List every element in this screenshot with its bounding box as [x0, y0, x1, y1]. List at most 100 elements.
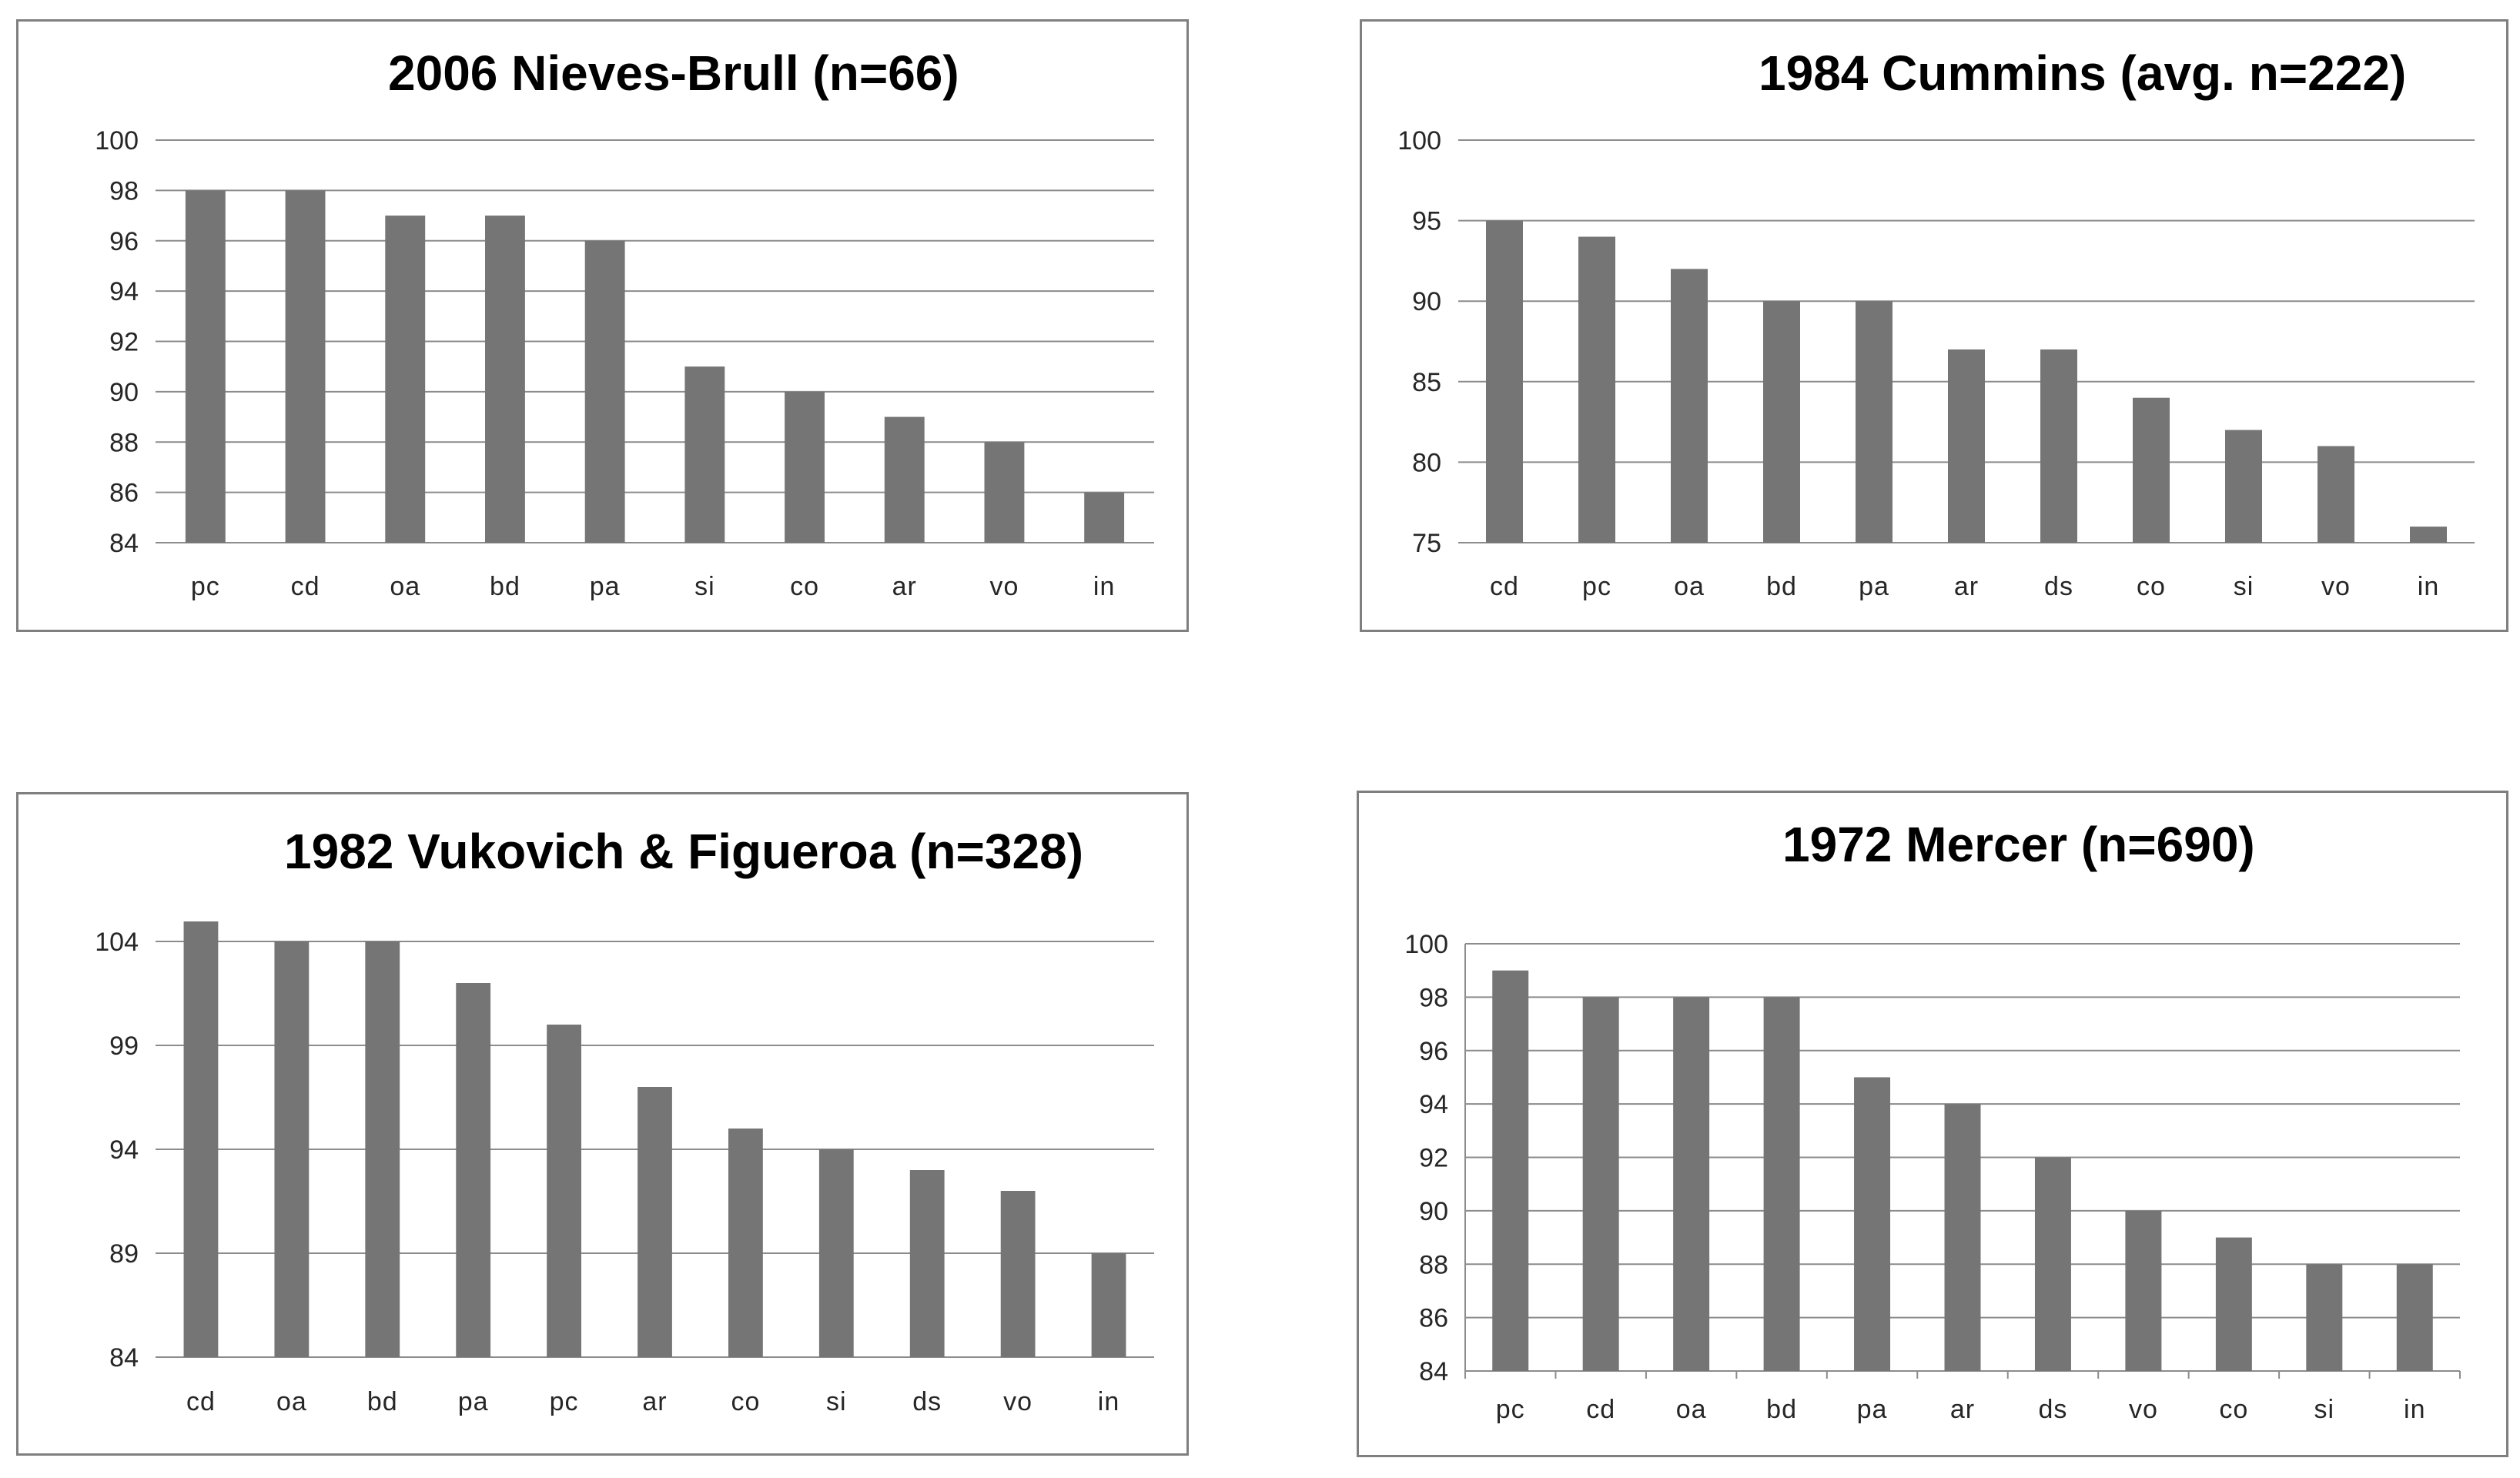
bar-vo	[2318, 446, 2354, 543]
y-tick-label: 92	[109, 328, 139, 357]
x-tick-label: in	[1093, 572, 1115, 601]
x-tick-label: vo	[2129, 1395, 2158, 1424]
x-tick-label: pc	[1582, 572, 1611, 601]
y-tick-label: 96	[109, 227, 139, 256]
x-tick-label: pa	[458, 1387, 489, 1416]
bar-oa	[1671, 269, 1708, 543]
x-tick-label: bd	[1766, 572, 1797, 601]
y-tick-label: 94	[1419, 1090, 1448, 1119]
y-tick-label: 94	[109, 277, 139, 306]
bar-vo	[2125, 1210, 2162, 1371]
y-tick-label: 84	[109, 1343, 139, 1373]
x-tick-label: oa	[1674, 572, 1705, 601]
y-tick-label: 92	[1419, 1144, 1448, 1173]
y-tick-label: 86	[109, 479, 139, 508]
chart-title: 1982 Vukovich & Figueroa (n=328)	[284, 824, 1083, 879]
x-tick-label: ar	[1954, 572, 1979, 601]
y-tick-label: 98	[109, 176, 139, 206]
bar-oa	[385, 216, 426, 543]
bar-pc	[1578, 236, 1615, 543]
bar-in	[2396, 1264, 2433, 1371]
bar-ar	[638, 1087, 672, 1357]
x-tick-label: pc	[1496, 1395, 1525, 1424]
chart-title: 1984 Cummins (avg. n=222)	[1759, 45, 2407, 101]
x-tick-label: ar	[642, 1387, 667, 1416]
bar-ar	[1944, 1104, 1981, 1371]
x-tick-label: ar	[892, 572, 917, 601]
x-tick-label: ar	[1950, 1395, 1975, 1424]
bar-pa	[584, 240, 625, 543]
chart-plot: 84 89 94 99 104 cd oa bd pa pc ar co si ds vo in	[95, 921, 1154, 1416]
x-tick-label: pa	[1857, 1395, 1888, 1424]
x-tick-label: co	[2137, 572, 2166, 601]
chart-plot: 84 86 88 90 92 94 96 98 100 pc cd oa bd pa si co ar vo in	[95, 126, 1154, 601]
y-tick-label: 100	[1404, 930, 1448, 959]
chart-plot: 84 86 88 90 92 94 96 98 100 pc cd oa bd pa ar ds vo co si i…	[1404, 930, 2461, 1424]
y-tick-label: 95	[1412, 207, 1441, 236]
y-tick-label: 100	[1397, 126, 1441, 155]
chart-panel-nieves-brull: 2006 Nieves-Brull (n=66) 84 86 88 90 92 94 96 9…	[16, 19, 1189, 632]
x-tick-label: cd	[291, 572, 320, 601]
y-tick-label: 85	[1412, 368, 1441, 397]
x-tick-label: oa	[1676, 1395, 1707, 1424]
x-tick-label: si	[2234, 572, 2254, 601]
y-tick-label: 90	[1419, 1197, 1448, 1226]
y-tick-label: 84	[109, 529, 139, 558]
x-tick-label: in	[2404, 1395, 2425, 1424]
bar-in	[1084, 492, 1125, 543]
y-tick-label: 104	[95, 928, 139, 957]
bar-co	[785, 391, 825, 543]
x-tick-label: pa	[1859, 572, 1889, 601]
bar-ds	[2034, 1157, 2071, 1371]
bar-pc	[1492, 970, 1529, 1371]
y-tick-label: 96	[1419, 1037, 1448, 1066]
y-tick-label: 94	[109, 1135, 139, 1165]
bar-pa	[456, 983, 491, 1357]
bar-oa	[274, 941, 310, 1357]
x-tick-label: bd	[490, 572, 520, 601]
bar-cd	[285, 190, 326, 543]
x-tick-label: bd	[367, 1387, 398, 1416]
chart-panel-vukovich-figueroa: 1982 Vukovich & Figueroa (n=328) 84 89 94 9…	[16, 792, 1189, 1456]
y-tick-label: 99	[109, 1032, 139, 1061]
bar-cd	[183, 921, 219, 1357]
bar-ar	[884, 416, 925, 543]
y-tick-label: 100	[95, 126, 139, 155]
bar-co	[728, 1129, 763, 1357]
bar-pc	[185, 190, 226, 543]
bar-co	[2133, 397, 2170, 543]
bar-oa	[1673, 997, 1710, 1371]
x-tick-label: co	[790, 572, 819, 601]
x-tick-label: co	[2219, 1395, 2248, 1424]
chart-title: 2006 Nieves-Brull (n=66)	[388, 45, 959, 101]
bar-si	[818, 1149, 854, 1357]
x-tick-label: in	[2418, 572, 2439, 601]
x-tick-label: pc	[191, 572, 220, 601]
y-tick-label: 89	[109, 1239, 139, 1269]
bar-si	[2225, 430, 2262, 543]
x-tick-label: vo	[989, 572, 1019, 601]
x-tick-label: cd	[186, 1387, 216, 1416]
x-tick-label: oa	[276, 1387, 307, 1416]
x-tick-label: cd	[1490, 572, 1519, 601]
bar-ds	[2040, 349, 2077, 543]
bar-vo	[984, 442, 1025, 543]
chart-plot: 75 80 85 90 95 100 cd pc oa bd pa ar ds co si vo in	[1397, 126, 2475, 601]
chart-panel-cummins: 1984 Cummins (avg. n=222) 75 80 85 90 95 100 c…	[1360, 19, 2508, 632]
bar-bd	[1763, 301, 1800, 543]
x-tick-label: co	[731, 1387, 760, 1416]
bar-in	[2410, 527, 2447, 543]
bar-bd	[485, 216, 525, 543]
y-tick-label: 88	[1419, 1250, 1448, 1279]
x-tick-label: pc	[550, 1387, 579, 1416]
x-tick-label: ds	[912, 1387, 942, 1416]
bar-bd	[365, 941, 400, 1357]
bar-cd	[1582, 997, 1619, 1371]
bar-pa	[1856, 301, 1893, 543]
y-tick-label: 90	[109, 378, 139, 407]
bar-si	[684, 366, 725, 543]
x-tick-label: si	[2314, 1395, 2335, 1424]
y-tick-label: 98	[1419, 983, 1448, 1012]
x-tick-label: ds	[2044, 572, 2073, 601]
y-tick-label: 80	[1412, 448, 1441, 477]
